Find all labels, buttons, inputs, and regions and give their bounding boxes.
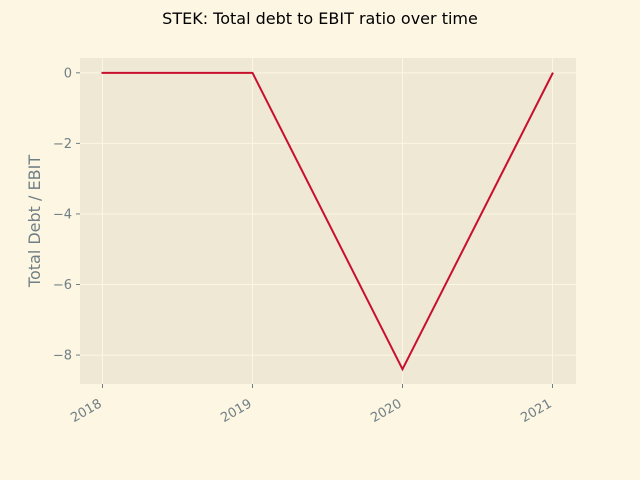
y-tick-label: −8 [53,349,72,364]
y-tick-label: −2 [53,137,72,152]
y-tick-label: 0 [64,66,72,81]
y-axis-label: Total Debt / EBIT [25,155,44,288]
y-tick-label: −4 [53,207,72,222]
series-line [101,71,554,372]
series-layer [101,71,554,372]
chart-title: STEK: Total debt to EBIT ratio over time [162,9,478,28]
y-axis-ticks: 0 −2 −4 −6 −8 [53,66,80,364]
y-tick-label: −6 [53,278,72,293]
